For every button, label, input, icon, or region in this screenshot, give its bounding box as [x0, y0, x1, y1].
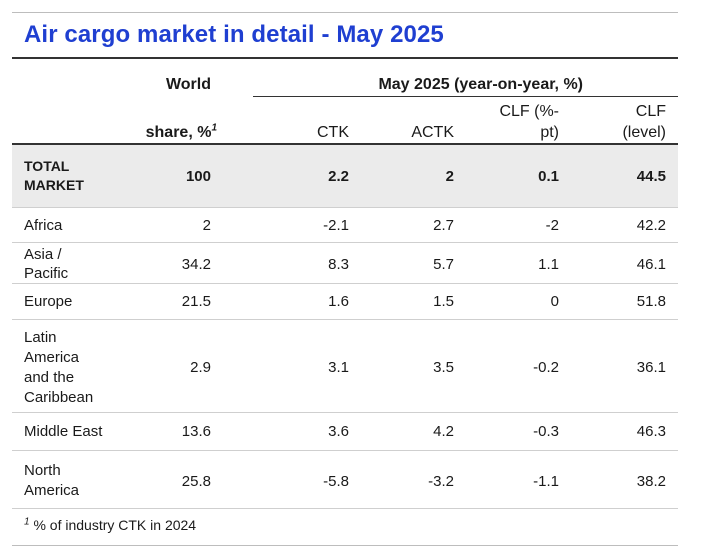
- row-share: 13.6: [181, 423, 211, 440]
- total-row: [12, 145, 678, 207]
- row-separator: [12, 412, 678, 413]
- header-world: World: [165, 76, 211, 93]
- row-separator: [12, 283, 678, 284]
- row-region: America: [24, 482, 80, 499]
- footnote-sup: 1: [24, 516, 30, 528]
- header-clf-pt-2: pt): [540, 124, 559, 141]
- header-group-label: May 2025 (year-on-year, %): [378, 76, 583, 93]
- row-region: and the: [24, 369, 75, 386]
- row-clf-level: 46.1: [636, 256, 666, 273]
- total-actk: 2: [445, 168, 454, 185]
- frame-bottom-border: [12, 545, 678, 546]
- row-share: 25.8: [181, 473, 211, 490]
- footnote-text: % of industry CTK in 2024: [33, 517, 197, 533]
- row-share: 34.2: [181, 256, 211, 273]
- row-separator: [12, 450, 678, 451]
- header-share-label: share, %: [145, 124, 212, 141]
- row-ctk: -2.1: [323, 217, 349, 234]
- row-share: 2.9: [190, 359, 211, 376]
- row-region: Europe: [24, 293, 73, 310]
- row-actk: 4.2: [433, 423, 454, 440]
- header-clf-pt-1: CLF (%-: [499, 103, 559, 120]
- total-clf-pt: 0.1: [538, 168, 559, 185]
- row-region: Caribbean: [24, 389, 94, 406]
- header-actk: ACTK: [411, 124, 454, 141]
- row-actk: 2.7: [433, 217, 454, 234]
- title-rule: [12, 57, 678, 59]
- row-region: North: [24, 462, 61, 479]
- frame-top-border: [12, 12, 678, 13]
- header-clf-level-1: CLF: [635, 103, 666, 120]
- row-separator: [12, 319, 678, 320]
- row-clf-pt: -0.2: [533, 359, 559, 376]
- total-region-2: MARKET: [24, 177, 84, 193]
- row-actk: 1.5: [433, 293, 454, 310]
- total-ctk: 2.2: [328, 168, 349, 185]
- table-bottom-rule: [12, 508, 678, 509]
- row-ctk: 1.6: [328, 293, 349, 310]
- row-clf-pt: -0.3: [533, 423, 559, 440]
- header-share: share, %1: [146, 123, 217, 143]
- total-clf-level: 44.5: [636, 168, 666, 185]
- row-region: Middle East: [24, 423, 103, 440]
- row-ctk: -5.8: [323, 473, 349, 490]
- row-clf-pt: 1.1: [538, 256, 559, 273]
- row-actk: 3.5: [433, 359, 454, 376]
- page-title: Air cargo market in detail - May 2025: [24, 21, 444, 48]
- row-separator: [12, 242, 678, 243]
- row-share: 21.5: [181, 293, 211, 310]
- row-region: Latin: [24, 329, 57, 346]
- row-share: 2: [202, 217, 211, 234]
- row-actk: 5.7: [433, 256, 454, 273]
- row-clf-level: 51.8: [636, 293, 666, 310]
- header-clf-level-2: (level): [622, 124, 666, 141]
- row-clf-pt: 0: [550, 293, 559, 310]
- row-region: Asia /: [24, 246, 62, 263]
- header-share-sup: 1: [211, 122, 217, 134]
- row-ctk: 8.3: [328, 256, 349, 273]
- row-ctk: 3.1: [328, 359, 349, 376]
- row-clf-level: 42.2: [636, 217, 666, 234]
- row-clf-level: 38.2: [636, 473, 666, 490]
- row-separator: [12, 207, 678, 208]
- row-region: Africa: [24, 217, 63, 234]
- total-share: 100: [185, 168, 211, 185]
- header-ctk: CTK: [317, 124, 349, 141]
- row-clf-level: 46.3: [636, 423, 666, 440]
- row-clf-pt: -1.1: [533, 473, 559, 490]
- header-bottom-rule: [12, 143, 678, 145]
- row-region: Pacific: [24, 265, 69, 282]
- row-region: America: [24, 349, 80, 366]
- row-clf-level: 36.1: [636, 359, 666, 376]
- footnote: 1 % of industry CTK in 2024: [24, 516, 196, 534]
- row-ctk: 3.6: [328, 423, 349, 440]
- row-actk: -3.2: [428, 473, 454, 490]
- row-clf-pt: -2: [545, 217, 559, 234]
- header-group-rule: [253, 96, 678, 97]
- total-region-1: TOTAL: [24, 158, 70, 174]
